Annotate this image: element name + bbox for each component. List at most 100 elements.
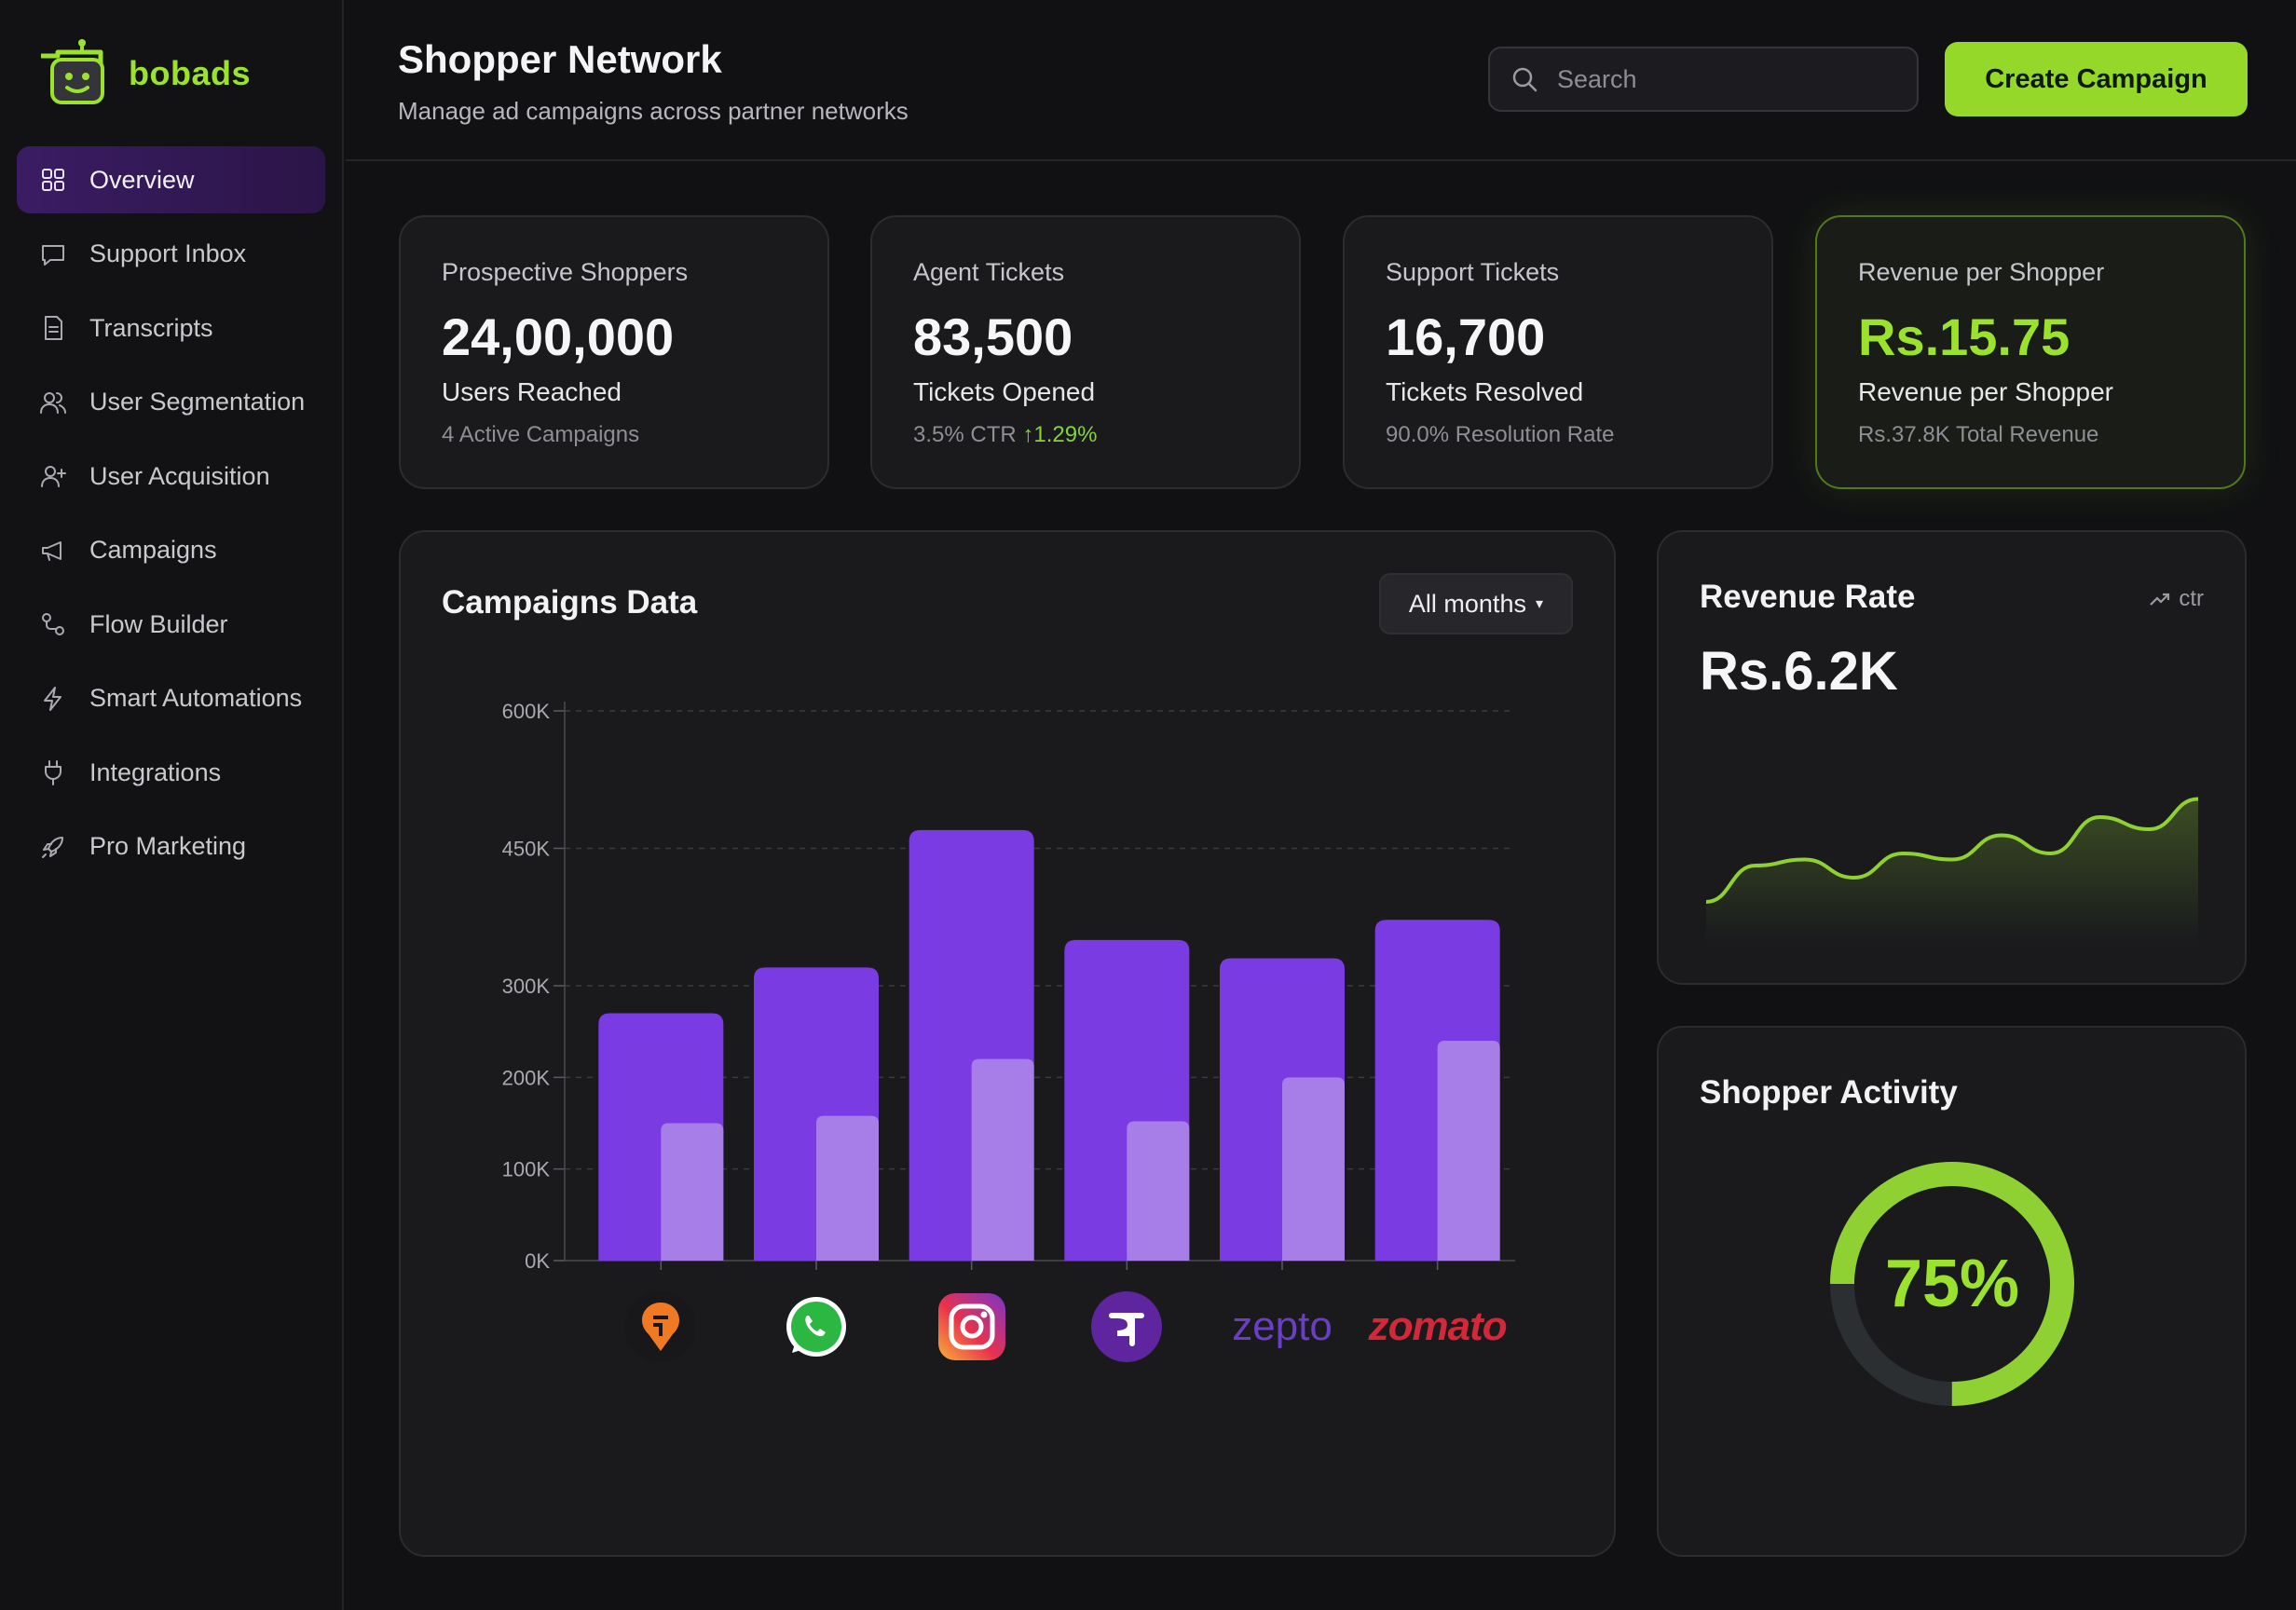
zomato-wordmark: zomato	[1368, 1303, 1508, 1349]
stat-sub: Tickets Opened	[913, 377, 1096, 406]
phonepe-icon	[1091, 1291, 1163, 1362]
stat-meta: 90.0% Resolution Rate	[1386, 422, 1615, 447]
sparkline-line	[1705, 797, 2199, 904]
y-tick-label: 600K	[502, 700, 551, 723]
page-subtitle: Manage ad campaigns across partner netwo…	[398, 97, 909, 125]
grid-icon	[39, 166, 67, 194]
stat-value: Rs.15.75	[1858, 307, 2070, 366]
sidebar-nav: Overview Support Inbox Transcripts User Seg…	[17, 146, 325, 887]
swiggy-logo[interactable]	[619, 1285, 703, 1369]
y-tick-label: 0K	[525, 1249, 550, 1273]
bar-whatsapp-secondary	[816, 1115, 879, 1261]
trend-up-badge: ↑1.29%	[1022, 422, 1098, 447]
stat-sub: Revenue per Shopper	[1858, 377, 2113, 406]
revenue-rate-value: Rs.6.2K	[1700, 641, 1898, 702]
search-input[interactable]	[1557, 64, 1911, 94]
flow-icon	[39, 610, 67, 638]
sidebar-item-label: Overview	[89, 165, 195, 194]
y-tick-label: 300K	[502, 975, 551, 998]
whatsapp-icon	[786, 1297, 846, 1357]
revenue-rate-panel: Revenue Rate ctr Rs.6.2K	[1657, 530, 2247, 985]
ctr-badge[interactable]: ctr	[2149, 586, 2204, 612]
bar-phonepe-secondary	[1127, 1121, 1190, 1261]
stat-card-revenue-per-shopper[interactable]: Revenue per Shopper Rs.15.75 Revenue per…	[1815, 215, 2246, 489]
y-tick-label: 450K	[502, 838, 551, 861]
revenue-rate-title: Revenue Rate	[1700, 579, 1916, 615]
bar-swiggy-secondary	[661, 1123, 724, 1261]
chat-icon	[39, 240, 67, 268]
sidebar-item-label: Support Inbox	[89, 239, 247, 267]
sidebar-item-label: Smart Automations	[89, 684, 303, 712]
stat-sub: Tickets Resolved	[1386, 377, 1584, 406]
stat-meta: 4 Active Campaigns	[442, 422, 640, 447]
stat-value: 16,700	[1386, 307, 1546, 366]
bar-zomato-secondary	[1437, 1041, 1500, 1261]
months-filter-label: All months	[1408, 589, 1526, 618]
donut-progress-arc	[1830, 1162, 2074, 1406]
whatsapp-logo[interactable]	[774, 1285, 858, 1369]
stat-meta: 3.5% CTR ↑1.29%	[913, 422, 1097, 448]
stat-card-agent-tickets[interactable]: Agent Tickets 83,500 Tickets Opened 3.5%…	[870, 215, 1301, 489]
sidebar-item-integrations[interactable]: Integrations	[17, 739, 325, 806]
campaigns-title: Campaigns Data	[442, 584, 698, 621]
sidebar-item-user-acquisition[interactable]: User Acquisition	[17, 443, 325, 510]
bar-zepto-secondary	[1282, 1077, 1345, 1261]
stat-value: 83,500	[913, 307, 1073, 366]
y-tick-label: 200K	[502, 1066, 551, 1089]
brand[interactable]: bobads	[37, 39, 251, 108]
sidebar-item-label: Integrations	[89, 757, 222, 786]
bolt-icon	[39, 685, 67, 713]
shopper-activity-title: Shopper Activity	[1700, 1074, 1958, 1111]
instagram-logo[interactable]	[930, 1285, 1014, 1369]
zepto-logo[interactable]: zepto	[1232, 1285, 1332, 1369]
sidebar-item-transcripts[interactable]: Transcripts	[17, 294, 325, 362]
stat-value: 24,00,000	[442, 307, 675, 366]
page-header: Shopper Network Manage ad campaigns acro…	[346, 0, 2296, 161]
stat-meta: Rs.37.8K Total Revenue	[1858, 422, 2099, 447]
activity-percent: 75%	[1884, 1247, 2020, 1321]
users-icon	[39, 389, 67, 416]
ctr-text: 3.5% CTR	[913, 422, 1017, 447]
sidebar-item-label: Transcripts	[89, 313, 213, 342]
revenue-sparkline	[1705, 797, 2199, 942]
sidebar-item-support-inbox[interactable]: Support Inbox	[17, 221, 325, 288]
search-box[interactable]	[1488, 47, 1919, 112]
rocket-icon	[39, 833, 67, 861]
brand-name: bobads	[129, 54, 252, 92]
activity-donut	[1830, 1162, 2074, 1406]
stat-card-support-tickets[interactable]: Support Tickets 16,700 Tickets Resolved …	[1343, 215, 1773, 489]
stat-sub: Users Reached	[442, 377, 622, 406]
sidebar-item-label: Pro Marketing	[89, 832, 247, 860]
ctr-badge-label: ctr	[2179, 586, 2204, 611]
create-campaign-button[interactable]: Create Campaign	[1945, 42, 2248, 116]
sidebar-item-flow-builder[interactable]: Flow Builder	[17, 591, 325, 658]
swiggy-icon	[625, 1291, 697, 1362]
phonepe-logo[interactable]	[1085, 1285, 1168, 1369]
plug-icon	[39, 758, 67, 786]
robot-tv-icon	[41, 39, 104, 104]
stat-label: Agent Tickets	[913, 258, 1065, 286]
caret-down-icon: ▾	[1535, 596, 1543, 612]
instagram-icon	[937, 1293, 1005, 1360]
sidebar-item-user-segmentation[interactable]: User Segmentation	[17, 369, 325, 436]
campaigns-data-panel: 0K 100K 200K 300K 450K 600K Campaigns Data Al…	[399, 530, 1616, 1557]
sidebar-item-pro-marketing[interactable]: Pro Marketing	[17, 813, 325, 880]
sidebar-item-label: User Segmentation	[89, 388, 306, 416]
zomato-logo[interactable]: zomato	[1369, 1285, 1508, 1369]
sidebar-item-label: User Acquisition	[89, 461, 270, 490]
user-add-icon	[39, 462, 67, 490]
sidebar-item-overview[interactable]: Overview	[17, 146, 325, 213]
sidebar-item-smart-automations[interactable]: Smart Automations	[17, 665, 325, 732]
megaphone-icon	[39, 537, 67, 565]
stat-label: Support Tickets	[1386, 258, 1560, 286]
shopper-activity-panel: Shopper Activity 75%	[1657, 1026, 2247, 1557]
zepto-wordmark: zepto	[1232, 1303, 1332, 1349]
sidebar-item-campaigns[interactable]: Campaigns	[17, 517, 325, 584]
page-title: Shopper Network	[398, 37, 722, 81]
months-filter-dropdown[interactable]: All months ▾	[1378, 573, 1573, 634]
sparkline-area	[1706, 798, 2198, 942]
stat-label: Prospective Shoppers	[442, 258, 689, 286]
stat-card-prospective-shoppers[interactable]: Prospective Shoppers 24,00,000 Users Rea…	[399, 215, 829, 489]
y-tick-label: 100K	[502, 1158, 551, 1181]
trend-up-icon	[2150, 593, 2170, 606]
